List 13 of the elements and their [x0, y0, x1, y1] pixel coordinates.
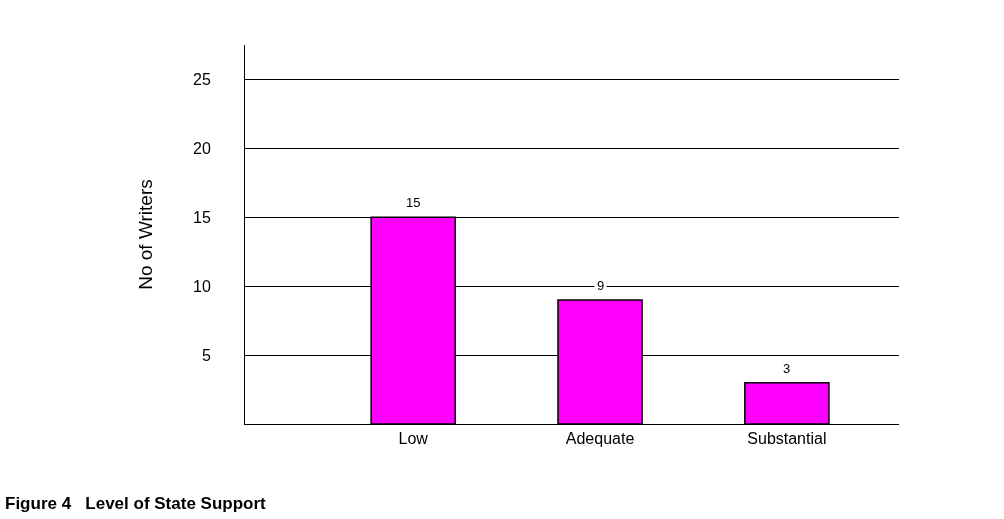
y-tick-label: 25 — [193, 71, 211, 89]
data-label: 15 — [406, 195, 421, 210]
y-tick-label: 5 — [201, 346, 211, 364]
text: Figure 4 Level of State Support — [5, 493, 267, 513]
x-tick-label: Low — [398, 430, 429, 448]
data-label: 9 — [597, 278, 605, 293]
y-tick-label: 15 — [193, 208, 211, 226]
y-axis-title: No of Writers — [134, 179, 156, 290]
data-label: 3 — [783, 361, 791, 376]
y-tick-label: 10 — [193, 277, 211, 295]
y-tick-label: 20 — [193, 139, 211, 157]
x-tick-label: Adequate — [565, 430, 635, 448]
x-tick-label: Substantial — [747, 430, 827, 448]
